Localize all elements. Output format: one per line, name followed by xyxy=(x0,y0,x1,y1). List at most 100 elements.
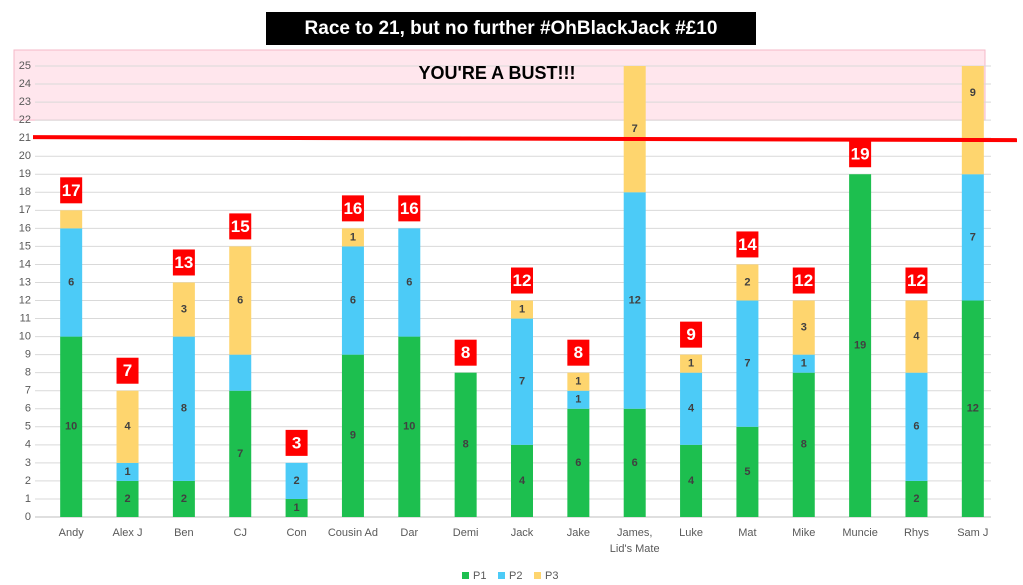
bar-segment xyxy=(285,498,308,517)
data-label: 2 xyxy=(181,493,187,505)
y-tick-label: 17 xyxy=(19,204,31,216)
x-tick-label: Sam J xyxy=(957,527,988,539)
bar-segment xyxy=(511,318,533,445)
data-label: 1 xyxy=(801,358,807,370)
total-box xyxy=(285,429,308,456)
bar-segment xyxy=(60,336,83,517)
bar-segment xyxy=(172,480,195,517)
bar-segment xyxy=(623,192,646,409)
bar-segment xyxy=(229,246,252,355)
y-tick-label: 1 xyxy=(25,493,31,505)
y-tick-label: 14 xyxy=(19,258,31,270)
data-label: 1 xyxy=(350,231,356,243)
data-label: 6 xyxy=(68,276,74,288)
bar-segment xyxy=(229,354,252,391)
x-tick-label: Luke xyxy=(679,527,703,539)
data-label: 7 xyxy=(632,123,638,135)
total-label: 13 xyxy=(174,253,193,272)
x-tick-label: Rhys xyxy=(904,527,930,539)
bar-segment xyxy=(623,66,646,193)
total-label: 12 xyxy=(513,271,532,290)
total-label: 12 xyxy=(794,271,813,290)
bar-segment xyxy=(511,300,533,319)
y-tick-label: 9 xyxy=(25,349,31,361)
bar-segment xyxy=(736,264,759,301)
y-tick-label: 24 xyxy=(19,78,31,90)
data-label: 4 xyxy=(913,331,920,343)
data-label: 1 xyxy=(575,376,581,388)
total-box xyxy=(792,267,815,294)
total-box xyxy=(341,195,364,222)
total-box xyxy=(116,357,139,384)
x-tick-label: Alex J xyxy=(113,527,143,539)
x-tick-label: Jake xyxy=(567,527,590,539)
data-label: 12 xyxy=(629,294,641,306)
total-label: 16 xyxy=(343,199,362,218)
total-box xyxy=(680,321,703,348)
y-tick-label: 19 xyxy=(19,168,31,180)
x-tick-label: Demi xyxy=(453,527,479,539)
total-box xyxy=(849,141,872,168)
x-tick-label: Con xyxy=(286,527,306,539)
x-tick-label: Dar xyxy=(400,527,418,539)
data-label: 4 xyxy=(519,475,526,487)
threshold-line xyxy=(32,135,1018,143)
legend-label: P1 xyxy=(473,570,486,582)
data-label: 1 xyxy=(294,502,300,514)
bar-segment xyxy=(341,354,364,517)
bar-segment xyxy=(229,390,252,517)
data-label: 4 xyxy=(688,403,695,415)
data-label: 2 xyxy=(294,475,300,487)
data-label: 4 xyxy=(124,421,131,433)
data-label: 8 xyxy=(801,439,807,451)
title-box xyxy=(266,12,756,45)
bar-segment xyxy=(60,210,83,229)
annotation: YOU'RE A BUST!!! xyxy=(419,63,576,83)
y-tick-label: 16 xyxy=(19,222,31,234)
total-label: 16 xyxy=(400,199,419,218)
total-label: 19 xyxy=(851,145,870,164)
data-label: 7 xyxy=(970,231,976,243)
y-tick-label: 23 xyxy=(19,96,31,108)
data-label: 7 xyxy=(237,448,243,460)
y-tick-label: 10 xyxy=(19,331,31,343)
total-box xyxy=(736,231,759,258)
y-tick-label: 5 xyxy=(25,421,31,433)
bar-segment xyxy=(60,228,83,337)
data-label: 3 xyxy=(801,321,807,333)
y-tick-label: 4 xyxy=(25,439,31,451)
y-tick-label: 18 xyxy=(19,186,31,198)
x-tick-label: Jack xyxy=(511,527,534,539)
total-label: 8 xyxy=(461,343,470,362)
bar-segment xyxy=(567,390,590,409)
data-label: 10 xyxy=(65,421,77,433)
x-tick-label: Mike xyxy=(792,527,815,539)
x-tick-label: Andy xyxy=(59,527,85,539)
legend-swatch xyxy=(462,572,469,579)
total-label: 8 xyxy=(574,343,583,362)
legend-label: P2 xyxy=(509,570,522,582)
data-label: 1 xyxy=(124,466,130,478)
bar-segment xyxy=(341,228,364,247)
bar-segment xyxy=(116,480,139,517)
total-label: 7 xyxy=(123,361,132,380)
x-tick-label: CJ xyxy=(234,527,247,539)
data-label: 9 xyxy=(350,430,356,442)
x-tick-label: Cousin Ad xyxy=(328,527,378,539)
data-label: 6 xyxy=(575,457,581,469)
x-tick-label: Muncie xyxy=(842,527,877,539)
y-tick-label: 13 xyxy=(19,276,31,288)
data-label: 8 xyxy=(463,439,469,451)
bar-segment xyxy=(905,372,928,481)
bar-segment xyxy=(511,444,533,517)
chart-title: Race to 21, but no further #OhBlackJack … xyxy=(305,18,718,39)
bar-segment xyxy=(567,372,590,391)
y-tick-label: 0 xyxy=(25,511,31,523)
data-label: 19 xyxy=(854,340,866,352)
bar-segment xyxy=(172,336,195,481)
data-label: 7 xyxy=(744,358,750,370)
bar-segment xyxy=(623,408,646,517)
total-box xyxy=(454,339,477,366)
bust-zone xyxy=(13,49,986,121)
